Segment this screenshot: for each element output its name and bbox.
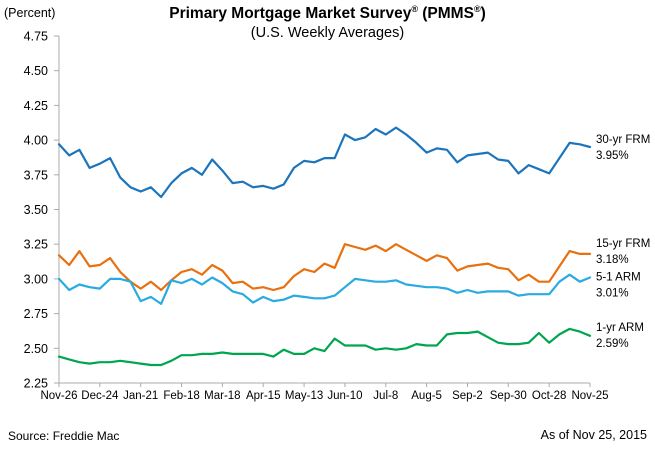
y-tick-label: 3.00 [24,272,48,286]
chart-title: Primary Mortgage Market Survey® (PMMS®) [0,4,655,24]
series-line-30-yr-frm [57,126,592,199]
series-line-5-1-arm [57,273,592,305]
registered-mark: ® [473,4,481,14]
series-line-15-yr-frm [57,243,592,292]
y-tick-label: 3.25 [24,238,48,252]
x-tick-label: Oct-28 [532,390,567,402]
series-name-label: 5-1 ARM [596,272,641,284]
series-name-label: 15-yr FRM [596,238,650,250]
series-name-label: 30-yr FRM [596,134,650,146]
series-value-label: 3.18% [596,254,629,266]
source-label: Source: Freddie Mac [8,429,120,443]
y-tick-label: 3.75 [24,168,48,182]
x-tick-label: Apr-15 [246,390,281,402]
series-value-label: 3.01% [596,288,629,300]
x-tick-label: Nov-25 [571,390,608,402]
x-tick-label: Dec-24 [81,390,119,402]
y-tick-label: 4.25 [24,99,48,113]
y-tick-label: 3.50 [24,203,48,217]
series-value-label: 2.59% [596,338,629,350]
x-tick-label: Mar-18 [204,390,240,402]
chart-title-text: Primary Mortgage Market Survey [169,5,412,23]
chart-title-text: (PMMS [417,5,474,23]
series-line-1-yr-arm [57,327,592,367]
x-tick-label: Nov-26 [40,390,77,402]
chart-subtitle: (U.S. Weekly Averages) [250,24,405,41]
y-tick-label: 2.25 [24,377,48,391]
x-tick-label: Aug-5 [411,390,442,402]
registered-mark: ® [411,4,418,14]
chart-title-text: ) [480,5,486,23]
x-tick-label: Jul-8 [373,390,398,402]
as-of-date: As of Nov 25, 2015 [540,428,647,442]
y-tick-label: 2.75 [24,307,48,321]
x-tick-label: Feb-18 [163,390,199,402]
series-value-label: 3.95% [596,150,629,162]
x-tick-label: Jun-10 [327,390,362,402]
y-tick-label: 4.50 [24,64,48,78]
y-axis-unit-label: (Percent) [4,6,56,20]
x-tick-label: Jan-21 [123,390,158,402]
y-tick-label: 2.50 [24,342,48,356]
y-tick-label: 4.75 [24,30,48,44]
x-tick-label: Sep-30 [490,390,527,402]
y-tick-label: 4.00 [24,134,48,148]
x-tick-label: May-13 [285,390,323,402]
x-tick-label: Sep-2 [452,390,483,402]
series-name-label: 1-yr ARM [596,322,644,334]
